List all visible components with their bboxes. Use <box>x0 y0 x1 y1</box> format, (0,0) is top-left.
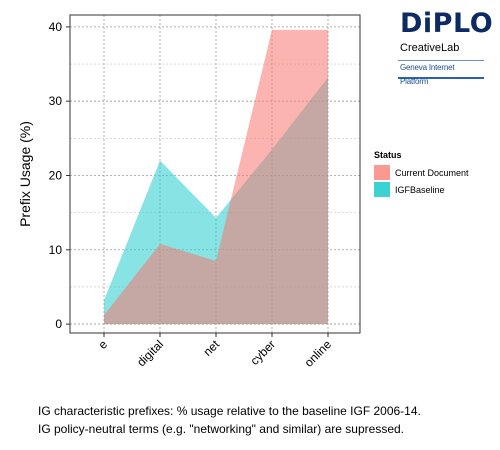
legend-title: Status <box>374 150 402 160</box>
x-tick-label: digital <box>134 337 166 369</box>
area-series-current-document <box>104 29 328 325</box>
diplo-logo: DiPLO CreativeLab Geneva Internet Platfo… <box>398 8 494 86</box>
caption-line-1: IG characteristic prefixes: % usage rela… <box>38 404 421 418</box>
legend-swatch-igfbaseline <box>374 182 390 197</box>
legend-item-igfbaseline: IGFBaseline <box>374 181 469 198</box>
y-tick-label: 10 <box>49 243 63 257</box>
plot-border <box>69 14 361 334</box>
legend-swatch-current-document <box>374 165 390 180</box>
x-tick-label: cyber <box>247 337 278 368</box>
legend-label-current-document: Current Document <box>395 167 469 178</box>
x-tick-label: net <box>200 337 222 359</box>
logo-subtitle: CreativeLab <box>400 42 460 54</box>
y-tick-label: 20 <box>49 168 63 182</box>
y-tick-label: 30 <box>49 94 63 108</box>
legend-label-igfbaseline: IGFBaseline <box>395 184 445 195</box>
legend: Status Current Document IGFBaseline <box>374 150 469 198</box>
legend-item-current-document: Current Document <box>374 164 469 181</box>
x-tick-label: e <box>95 337 110 352</box>
logo-badge-text: Geneva Internet Platform <box>400 63 455 86</box>
y-axis-title: Prefix Usage (%) <box>17 121 33 227</box>
logo-wordmark: DiPLO <box>400 8 494 39</box>
y-tick-label: 40 <box>49 20 63 34</box>
x-tick-label: online <box>302 337 335 370</box>
logo-badge: Geneva Internet Platform <box>398 60 484 86</box>
y-tick-label: 0 <box>55 317 62 331</box>
caption-line-2: IG policy-neutral terms (e.g. "networkin… <box>38 422 404 436</box>
chart-caption: IG characteristic prefixes: % usage rela… <box>38 402 421 438</box>
